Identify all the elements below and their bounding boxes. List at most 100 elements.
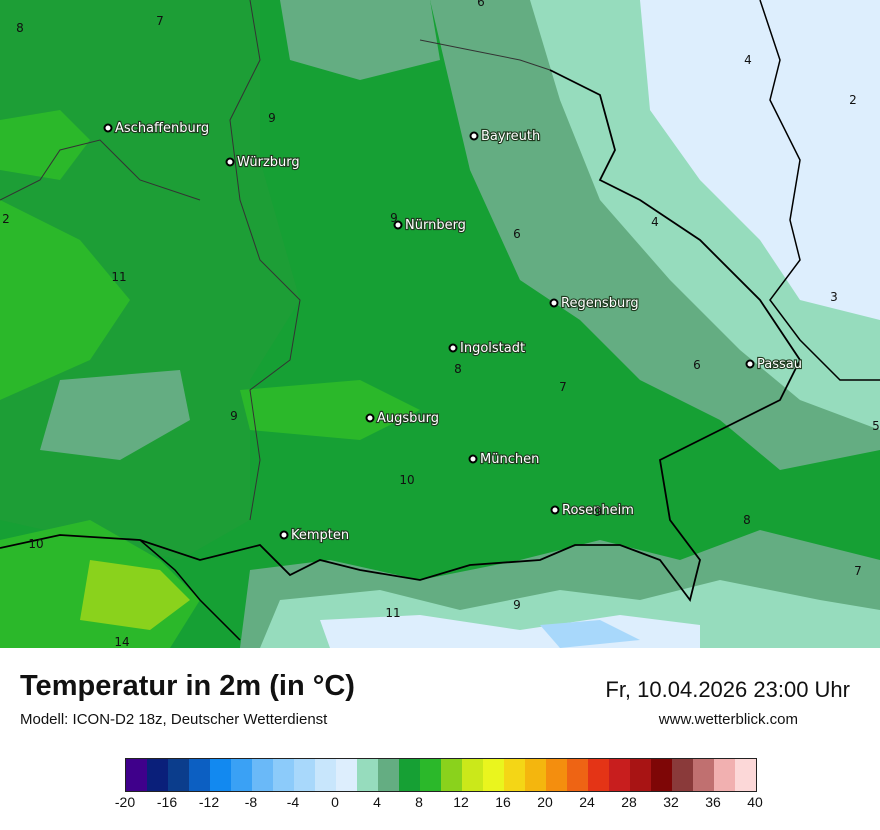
city-label: München	[480, 452, 539, 467]
legend-swatch	[588, 759, 609, 791]
city-dot	[448, 343, 458, 353]
legend-swatch	[399, 759, 420, 791]
legend-tick-label: 32	[663, 794, 679, 810]
model-subtitle: Modell: ICON-D2 18z, Deutscher Wetterdie…	[20, 711, 328, 728]
legend-swatch	[273, 759, 294, 791]
border-line-sw	[139, 539, 241, 641]
city-marker: Rosenheim	[550, 502, 635, 519]
temperature-value: 9	[230, 409, 238, 423]
legend-swatch	[714, 759, 735, 791]
legend-swatch	[735, 759, 756, 791]
legend-tick-label: 12	[453, 794, 469, 810]
field-north-mid	[280, 0, 440, 80]
temperature-value: 6	[477, 0, 485, 9]
legend-swatch	[336, 759, 357, 791]
legend-swatch	[210, 759, 231, 791]
legend-swatch	[672, 759, 693, 791]
legend-swatch	[147, 759, 168, 791]
field-alps-coldest	[540, 620, 640, 648]
city-marker: Würzburg	[225, 154, 301, 171]
temperature-value: 9	[268, 111, 276, 125]
temperature-value: 10	[399, 473, 414, 487]
city-label: Aschaffenburg	[115, 121, 209, 136]
temperature-value: 8	[16, 21, 24, 35]
city-dot	[393, 220, 403, 230]
city-label: Rosenheim	[562, 503, 634, 518]
temperature-value: 2	[849, 93, 857, 107]
temperature-value: 4	[744, 53, 752, 67]
legend-tick-label: -12	[198, 794, 220, 810]
legend-tick-label: -4	[286, 794, 300, 810]
state-border-north	[419, 39, 551, 71]
city-dot	[745, 359, 755, 369]
legend-swatch	[378, 759, 399, 791]
website-link[interactable]: www.wetterblick.com	[658, 711, 798, 728]
city-marker: Passau	[745, 356, 803, 373]
city-marker: Bayreuth	[469, 128, 541, 145]
city-label: Regensburg	[561, 296, 639, 311]
legend-swatch	[231, 759, 252, 791]
temperature-map: Aschaffenburg Würzburg Bayreuth Nürnberg Reg…	[0, 0, 880, 648]
legend-tick-label: 16	[495, 794, 511, 810]
field-cool-west	[40, 370, 190, 460]
field-east-cold	[640, 0, 880, 320]
legend-swatch	[189, 759, 210, 791]
legend-tick-label: 20	[537, 794, 553, 810]
legend-swatch	[126, 759, 147, 791]
temperature-value: 8	[743, 513, 751, 527]
city-dot	[279, 530, 289, 540]
city-dot	[468, 454, 478, 464]
legend-tick-label: -20	[114, 794, 136, 810]
legend-swatch	[630, 759, 651, 791]
legend-tick-label: 24	[579, 794, 595, 810]
temperature-value: 3	[830, 290, 838, 304]
legend-swatch	[315, 759, 336, 791]
city-label: Augsburg	[377, 411, 439, 426]
city-label: Ingolstadt	[460, 341, 525, 356]
temperature-value: 6	[693, 358, 701, 372]
legend-swatch	[420, 759, 441, 791]
legend-swatch	[357, 759, 378, 791]
legend-swatch	[252, 759, 273, 791]
city-marker: Kempten	[279, 527, 350, 544]
legend-swatch	[546, 759, 567, 791]
city-marker: Nürnberg	[393, 217, 467, 234]
temperature-value: 4	[651, 215, 659, 229]
field-warm-west	[0, 200, 130, 400]
legend-tick-label: 4	[373, 794, 381, 810]
legend-swatch	[294, 759, 315, 791]
legend-tick-label: -8	[244, 794, 258, 810]
temperature-value: 7	[854, 564, 862, 578]
temperature-value: 11	[111, 270, 126, 284]
city-markers: Aschaffenburg Würzburg Bayreuth Nürnberg Reg…	[103, 120, 803, 544]
state-border	[229, 0, 301, 521]
color-legend	[125, 758, 757, 792]
city-dot	[225, 157, 235, 167]
field-warm-augsburg	[240, 380, 420, 440]
city-dot	[550, 505, 560, 515]
city-marker: Ingolstadt	[448, 340, 526, 357]
legend-swatch	[525, 759, 546, 791]
city-dot	[103, 123, 113, 133]
footer: Temperatur in 2m (in °C) Modell: ICON-D2…	[0, 648, 880, 830]
legend-tick-label: 28	[621, 794, 637, 810]
temperature-value: 7	[559, 380, 567, 394]
map-canvas: Aschaffenburg Würzburg Bayreuth Nürnberg Reg…	[0, 0, 880, 648]
city-marker: München	[468, 451, 540, 468]
legend-swatch	[609, 759, 630, 791]
temperature-value: 7	[156, 14, 164, 28]
legend-tick-label: 0	[331, 794, 339, 810]
legend-swatch	[651, 759, 672, 791]
temperature-labels: 8 7 6 4 2 9 11 9 6 4 3 6 8 7 9 10 9 10 11 9 8 7 14 2 5	[2, 0, 880, 648]
city-label: Nürnberg	[405, 218, 466, 233]
temperature-value: 11	[385, 606, 400, 620]
map-title: Temperatur in 2m (in °C)	[20, 670, 355, 702]
legend-ticks: -20 -16 -12 -8 -4 0 4 8 12 16 20 24 28 32 36 40	[0, 794, 880, 814]
temperature-value: 9	[513, 598, 521, 612]
legend-swatch	[693, 759, 714, 791]
city-label: Bayreuth	[481, 129, 540, 144]
legend-swatch	[504, 759, 525, 791]
city-dot	[365, 413, 375, 423]
legend-swatch	[462, 759, 483, 791]
forecast-datetime: Fr, 10.04.2026 23:00 Uhr	[605, 677, 850, 702]
